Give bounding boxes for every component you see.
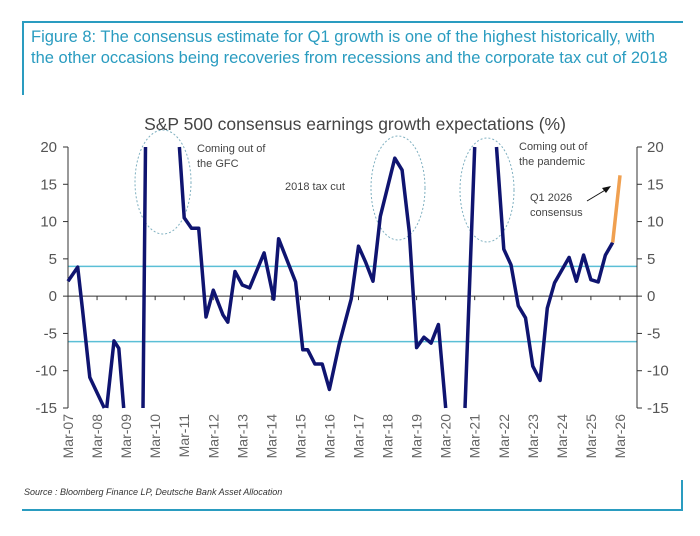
x-tick-label: Mar-08 bbox=[89, 414, 105, 459]
x-tick-label: Mar-18 bbox=[380, 414, 396, 459]
right-y-tick-label: 20 bbox=[647, 139, 664, 156]
left-y-tick-label: -10 bbox=[35, 363, 57, 380]
x-tick-label: Mar-19 bbox=[409, 414, 425, 459]
x-tick-label: Mar-14 bbox=[263, 414, 279, 459]
right-y-tick-label: 10 bbox=[647, 214, 664, 231]
frame-top-border bbox=[22, 21, 683, 23]
x-tick-label: Mar-11 bbox=[176, 414, 192, 458]
left-y-tick-label: -15 bbox=[35, 400, 57, 417]
right-y-tick-label: -5 bbox=[647, 325, 660, 342]
chart-title: S&P 500 consensus earnings growth expect… bbox=[144, 114, 566, 134]
source-note: Source : Bloomberg Finance LP, Deutsche … bbox=[24, 487, 283, 497]
consensus-series-line bbox=[610, 175, 622, 243]
x-tick-label: Mar-15 bbox=[292, 414, 308, 459]
q1-2026-arrow bbox=[586, 186, 611, 202]
x-tick-label: Mar-24 bbox=[554, 414, 570, 459]
annotation-pandemic-line1: Coming out of bbox=[519, 141, 588, 153]
right-y-tick-label: -10 bbox=[647, 363, 669, 380]
annotation-gfc-line1: Coming out of bbox=[197, 143, 266, 155]
frame-right-border bbox=[681, 480, 683, 511]
x-tick-label: Mar-25 bbox=[583, 414, 599, 459]
left-y-tick-label: -5 bbox=[44, 325, 57, 342]
x-tick-label: Mar-21 bbox=[467, 414, 483, 459]
left-y-tick-label: 5 bbox=[49, 251, 57, 268]
annotation-q1-2026-line2: consensus bbox=[530, 207, 583, 219]
x-tick-label: Mar-16 bbox=[321, 414, 337, 459]
x-tick-label: Mar-09 bbox=[118, 414, 134, 459]
figure-title: Figure 8: The consensus estimate for Q1 … bbox=[31, 28, 668, 67]
x-tick-label: Mar-12 bbox=[205, 414, 221, 459]
x-tick-label: Mar-07 bbox=[60, 414, 76, 459]
x-tick-label: Mar-13 bbox=[234, 414, 250, 459]
left-y-tick-label: 15 bbox=[40, 176, 57, 193]
annotation-tax-cut: 2018 tax cut bbox=[285, 181, 345, 193]
history-series-line bbox=[66, 146, 615, 409]
annotation-gfc-line2: the GFC bbox=[197, 158, 239, 170]
x-tick-label: Mar-10 bbox=[147, 414, 163, 459]
x-tick-label: Mar-17 bbox=[351, 414, 367, 459]
gfc-ellipse bbox=[134, 129, 192, 235]
x-tick-label: Mar-20 bbox=[438, 414, 454, 459]
right-y-tick-label: 0 bbox=[647, 288, 655, 305]
tax-cut-ellipse bbox=[370, 135, 426, 241]
x-tick-label: Mar-22 bbox=[496, 414, 512, 459]
pandemic-ellipse bbox=[459, 137, 515, 243]
right-y-tick-label: -15 bbox=[647, 400, 669, 417]
left-y-tick-label: 20 bbox=[40, 139, 57, 156]
x-tick-label: Mar-23 bbox=[525, 414, 541, 459]
right-y-tick-label: 15 bbox=[647, 176, 664, 193]
frame-bottom-border bbox=[22, 509, 683, 511]
left-y-tick-label: 10 bbox=[40, 214, 57, 231]
x-tick-label: Mar-26 bbox=[612, 414, 628, 459]
right-y-tick-label: 5 bbox=[647, 251, 655, 268]
frame-left-border bbox=[22, 21, 24, 95]
annotation-q1-2026-line1: Q1 2026 bbox=[530, 192, 572, 204]
left-y-tick-label: 0 bbox=[49, 288, 57, 305]
annotation-pandemic-line2: the pandemic bbox=[519, 156, 586, 168]
